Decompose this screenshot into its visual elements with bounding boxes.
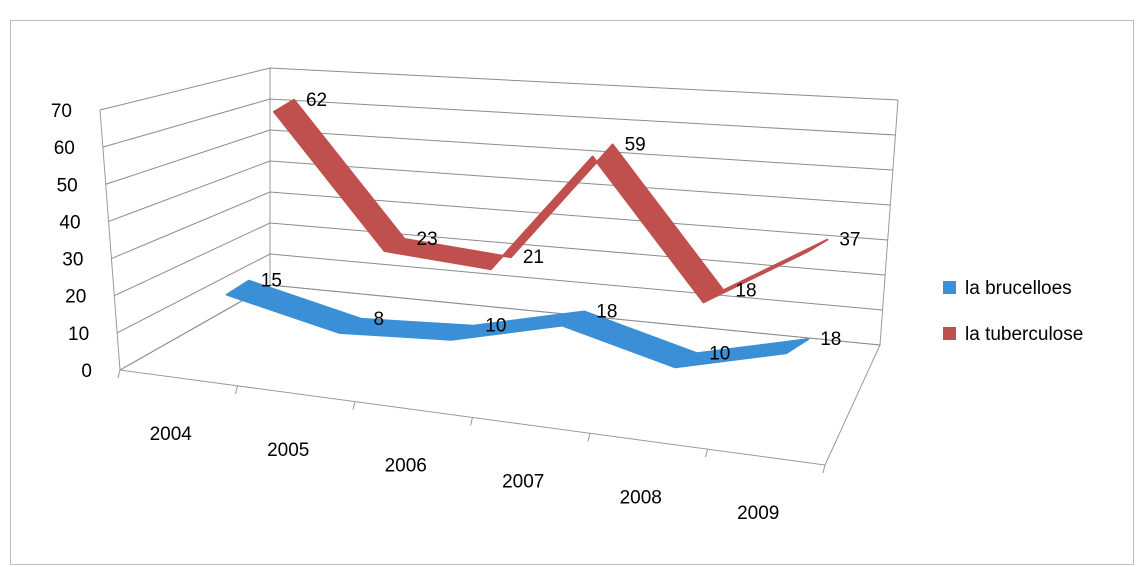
gridline	[102, 98, 896, 148]
y-tick-label: 50	[57, 175, 78, 196]
gridline	[119, 284, 881, 371]
x-tick-label: 2008	[620, 487, 662, 508]
x-tick-mark	[117, 369, 121, 379]
x-tick-mark	[235, 385, 238, 394]
x-tick-mark	[705, 449, 708, 458]
floor-edge	[119, 284, 881, 466]
x-tick-mark	[470, 417, 473, 426]
x-tick-label: 2007	[502, 471, 544, 492]
x-tick-mark	[587, 433, 591, 442]
data-label: 21	[523, 247, 544, 268]
data-label: 15	[261, 271, 282, 292]
x-tick-label: 2004	[150, 424, 193, 445]
gridline	[116, 253, 883, 334]
legend: la brucelloes la tuberculose	[943, 278, 1083, 345]
x-tick-label: 2006	[385, 456, 427, 477]
series-ribbon-1	[273, 98, 829, 304]
gridline	[99, 67, 899, 111]
data-labels: 15 8 10 18 10 18 62 23 21 59 18 37	[261, 90, 861, 365]
legend-swatch	[943, 327, 956, 340]
x-tick-label: 2005	[267, 440, 309, 461]
x-axis-ticks: 2004 2005 2006 2007 2008 2009	[150, 424, 780, 524]
data-label: 23	[417, 229, 438, 250]
y-tick-label: 20	[65, 287, 86, 308]
legend-swatch	[943, 281, 956, 294]
series-ribbons	[225, 98, 829, 369]
gridline	[105, 129, 893, 185]
y-tick-label: 0	[81, 361, 92, 382]
x-tick-label: 2009	[737, 503, 779, 524]
data-label: 59	[625, 134, 646, 155]
right-wall-edge	[879, 99, 899, 346]
y-tick-label: 40	[59, 212, 80, 233]
data-label: 62	[306, 90, 327, 111]
data-label: 10	[485, 316, 506, 337]
x-tick-mark	[352, 401, 356, 410]
gridline	[108, 160, 891, 222]
data-label: 18	[820, 329, 841, 350]
gridline	[111, 191, 888, 260]
y-tick-label: 70	[51, 101, 72, 122]
data-label: 8	[374, 309, 385, 330]
y-tick-label: 60	[54, 138, 75, 159]
data-label: 18	[735, 280, 756, 301]
data-label: 37	[839, 230, 860, 251]
gridlines	[99, 67, 899, 474]
y-axis-ticks: 0 10 20 30 40 50 60 70	[51, 101, 92, 382]
y-tick-label: 30	[62, 250, 83, 271]
data-label: 18	[596, 302, 617, 323]
legend-label: la tuberculose	[965, 324, 1083, 345]
y-tick-label: 10	[68, 324, 89, 345]
legend-label: la brucelloes	[965, 278, 1072, 299]
data-label: 10	[709, 343, 730, 364]
x-tick-mark	[822, 464, 826, 474]
